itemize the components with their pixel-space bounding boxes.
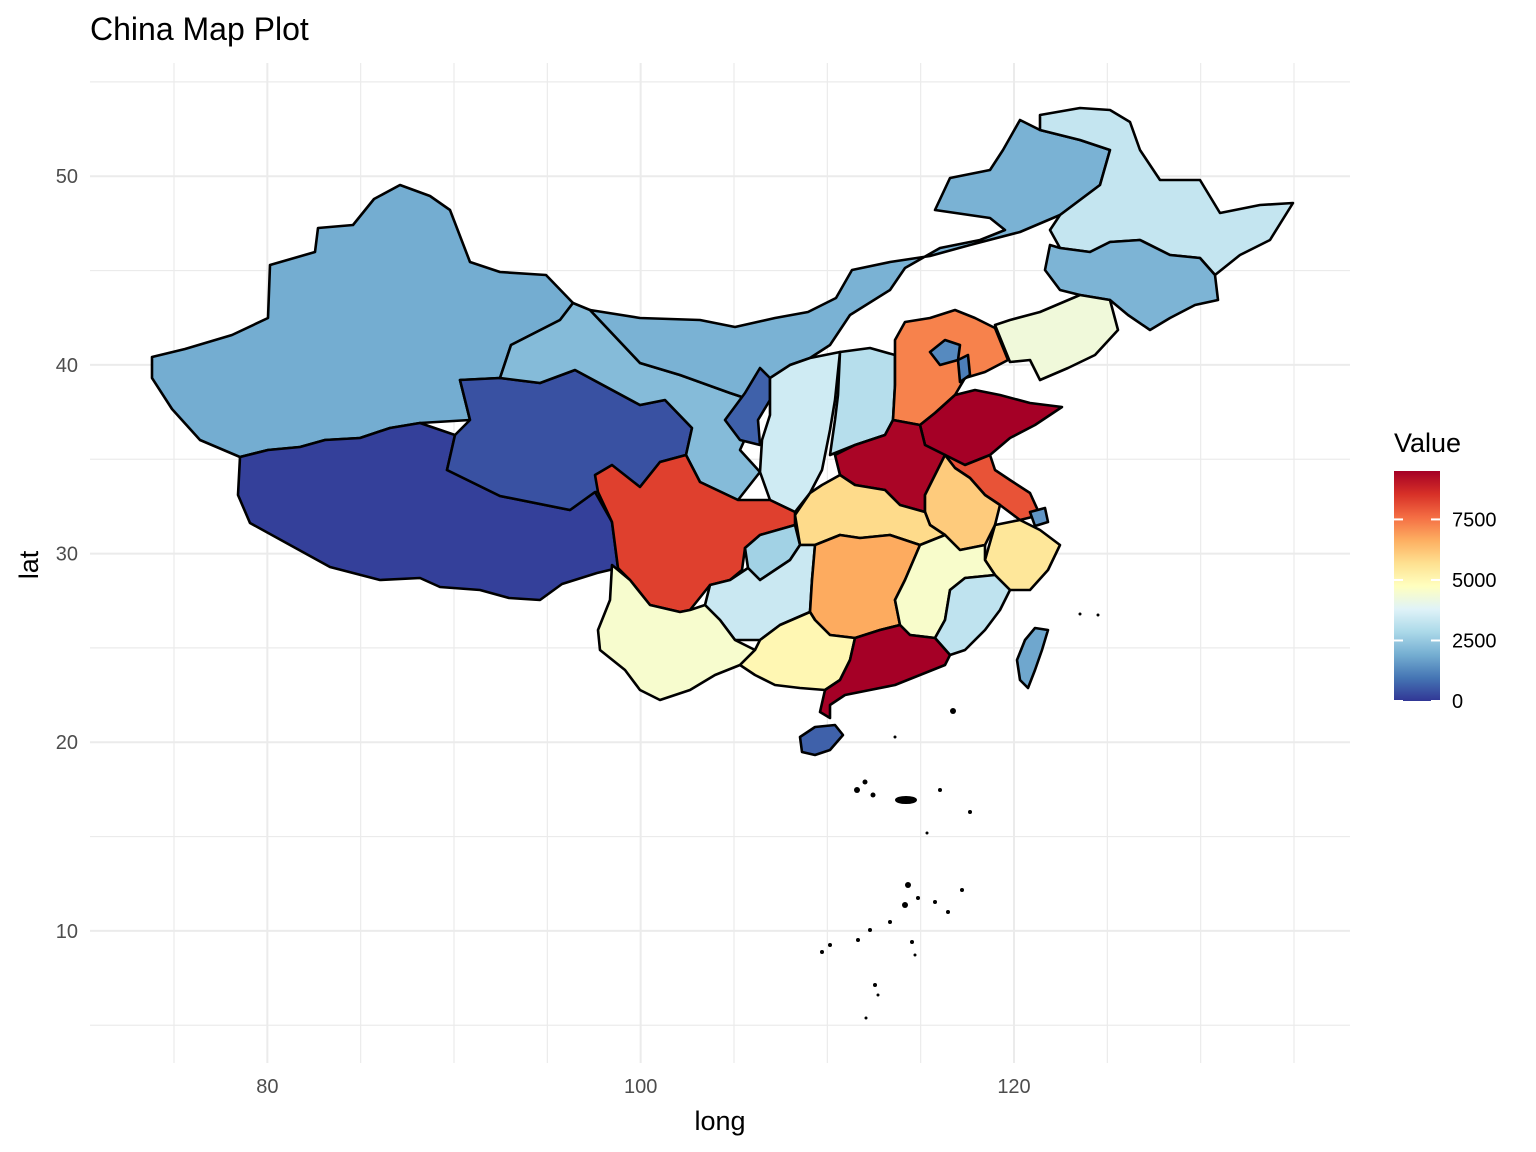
island-mark [868, 928, 872, 932]
region-liaoning[interactable] [993, 293, 1120, 382]
island-mark [960, 888, 964, 892]
y-tick-label: 50 [56, 166, 78, 188]
legend-ticks: 0 2500 5000 7500 [1394, 509, 1497, 713]
y-tick-label: 30 [56, 544, 78, 566]
region-jilin[interactable] [1043, 238, 1220, 332]
island-mark [1096, 613, 1100, 617]
island-mark [856, 938, 860, 942]
legend-colorbar [1394, 471, 1440, 701]
x-tick-label: 120 [997, 1076, 1030, 1098]
color-legend: Value 0 2500 5000 7500 [1394, 428, 1497, 713]
legend-title: Value [1394, 428, 1461, 458]
island-mark [905, 882, 911, 888]
island-mark [968, 810, 972, 814]
island-mark [938, 788, 942, 792]
island-mark [873, 983, 877, 987]
legend-tick-label: 5000 [1452, 570, 1497, 592]
region-shaanxi[interactable] [758, 350, 842, 514]
y-tick-label: 40 [56, 355, 78, 377]
island-mark [864, 1016, 868, 1020]
south-china-sea-islands [820, 612, 1100, 1020]
x-tick-label: 80 [256, 1076, 278, 1098]
island-mark [950, 708, 956, 714]
province-layer [150, 106, 1295, 757]
island-mark [862, 779, 868, 785]
region-beijing[interactable] [928, 338, 962, 367]
chart-title: China Map Plot [90, 11, 309, 47]
island-mark [828, 943, 832, 947]
region-tianjin[interactable] [956, 353, 972, 384]
island-mark [910, 940, 914, 944]
region-shanghai[interactable] [1028, 506, 1050, 528]
y-axis-ticks: 10 20 30 40 50 [56, 166, 78, 943]
island-mark [820, 950, 824, 954]
island-mark [933, 900, 937, 904]
y-tick-label: 10 [56, 921, 78, 943]
island-mark [946, 910, 950, 914]
region-guangdong[interactable] [818, 623, 952, 720]
region-hainan[interactable] [798, 723, 845, 757]
island-mark [893, 735, 897, 739]
x-tick-label: 100 [624, 1076, 657, 1098]
y-tick-label: 20 [56, 732, 78, 754]
y-axis-title: lat [14, 550, 44, 579]
x-axis-ticks: 80 100 120 [256, 1076, 1030, 1098]
legend-tick-label: 7500 [1452, 509, 1497, 531]
region-taiwan[interactable] [1015, 626, 1050, 690]
island-mark [854, 787, 860, 793]
x-axis-title: long [694, 1106, 745, 1136]
region-fujian[interactable] [933, 573, 1012, 657]
legend-tick-label: 0 [1452, 691, 1463, 713]
island-mark [913, 953, 917, 957]
island-mark [902, 902, 908, 908]
island-mark [895, 796, 917, 804]
island-mark [888, 920, 892, 924]
legend-tick-label: 2500 [1452, 630, 1497, 652]
island-mark [1078, 612, 1082, 616]
island-mark [876, 993, 880, 997]
island-mark [916, 896, 920, 900]
island-mark [870, 792, 876, 798]
island-mark [925, 831, 929, 835]
